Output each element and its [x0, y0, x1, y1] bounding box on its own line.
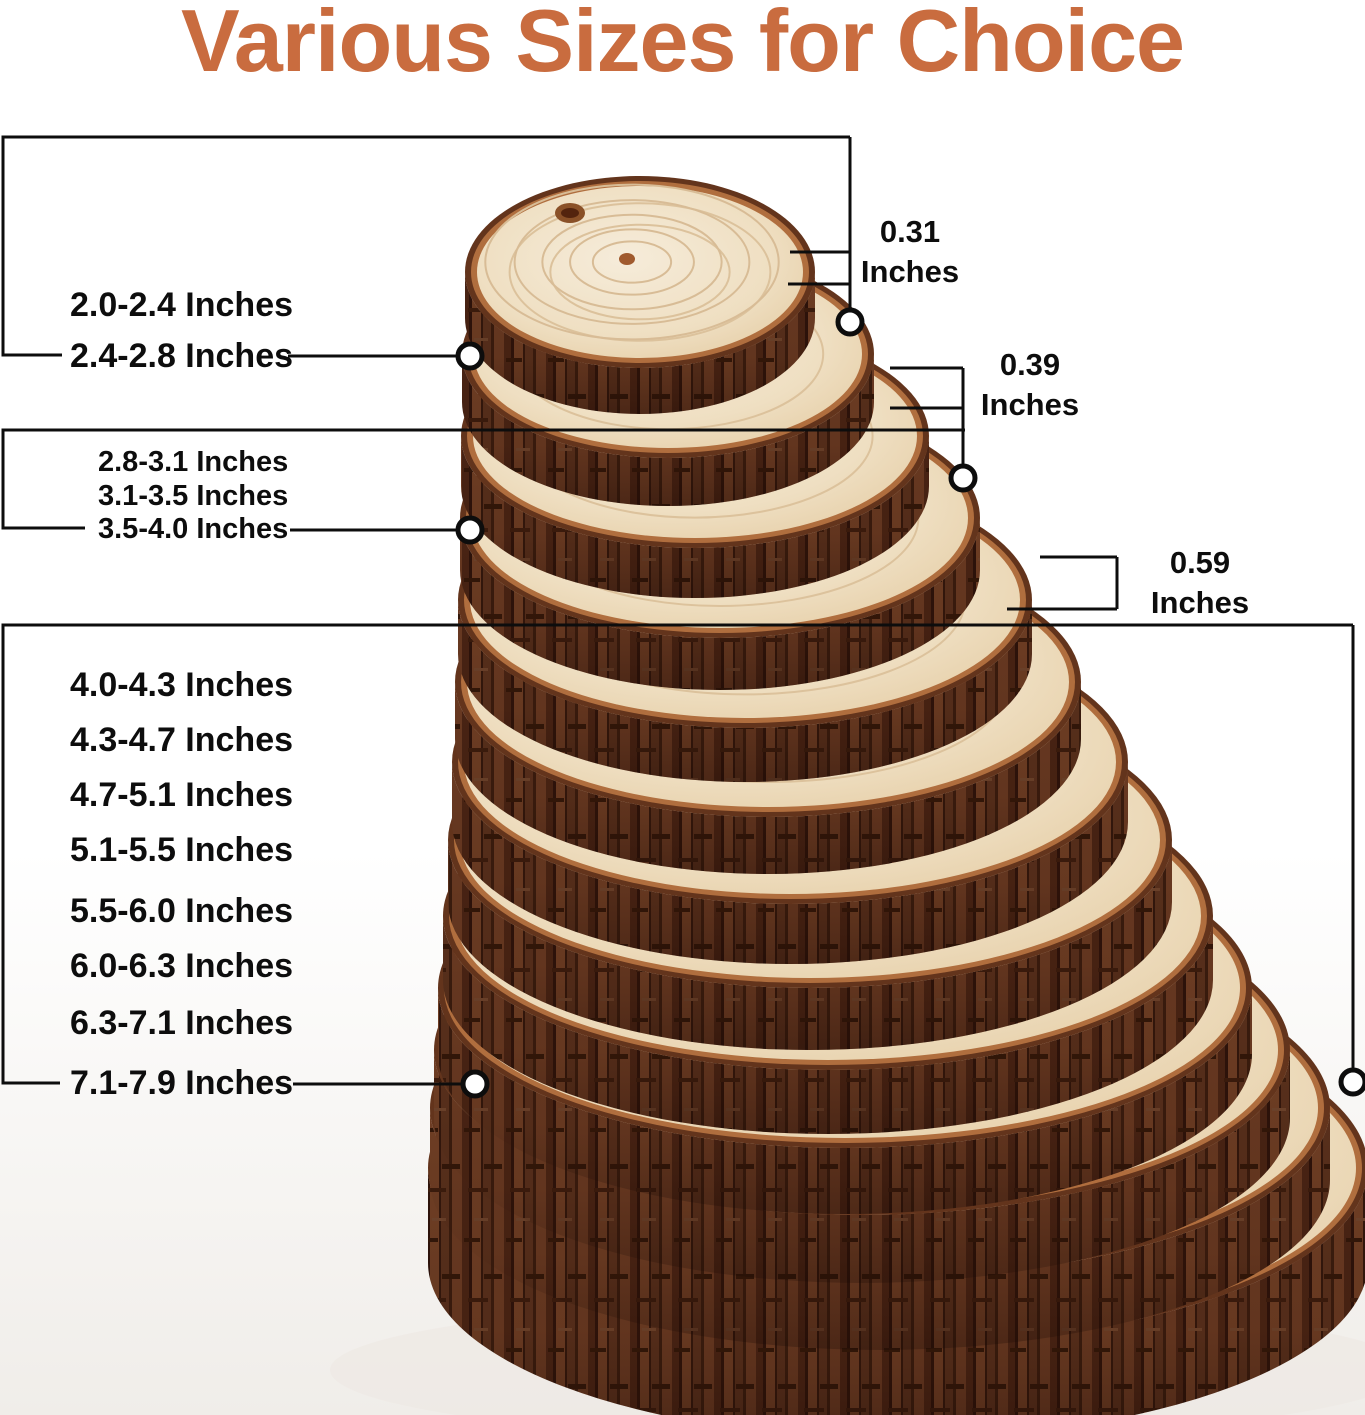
size-label-2-8-3-1: 2.8-3.1 Inches — [98, 446, 289, 478]
thickness-unit: Inches — [1150, 585, 1250, 620]
thickness-ticks-0-39 — [890, 366, 963, 410]
size-label-4-0-4-3: 4.0-4.3 Inches — [70, 666, 294, 704]
bracket-group-3 — [1, 623, 1353, 1085]
callout-dot — [455, 515, 485, 545]
size-label-6-3-7-1: 6.3-7.1 Inches — [70, 1004, 294, 1042]
size-label-5-5-6-0: 5.5-6.0 Inches — [70, 892, 294, 930]
size-label-2-0-2-4: 2.0-2.4 Inches — [70, 286, 294, 324]
thickness-ticks-0-31 — [788, 250, 850, 286]
callout-dot — [835, 307, 865, 337]
size-label-2-4-2-8: 2.4-2.8 Inches — [70, 337, 294, 375]
thickness-label-0-39: 0.39 Inches — [940, 345, 1120, 425]
thickness-label-0-31: 0.31 Inches — [820, 212, 1000, 292]
wood-slice-1 — [465, 176, 815, 414]
size-label-6-0-6-3: 6.0-6.3 Inches — [70, 947, 294, 985]
thickness-value: 0.39 — [999, 347, 1061, 382]
bracket-group-1 — [1, 135, 850, 357]
size-label-3-5-4-0: 3.5-4.0 Inches — [98, 513, 289, 545]
size-label-4-3-4-7: 4.3-4.7 Inches — [70, 721, 294, 759]
size-label-3-1-3-5: 3.1-3.5 Inches — [98, 480, 289, 512]
size-label-4-7-5-1: 4.7-5.1 Inches — [70, 776, 294, 814]
callout-dot — [948, 463, 978, 493]
thickness-unit: Inches — [860, 254, 960, 289]
thickness-value: 0.59 — [1169, 545, 1231, 580]
thickness-ticks-0-59 — [1007, 555, 1119, 611]
page-title: Various Sizes for Choice — [181, 0, 1185, 90]
callout-dots — [455, 307, 1365, 1099]
thickness-label-0-59: 0.59 Inches — [1110, 543, 1290, 623]
pith-dot — [619, 253, 635, 265]
thickness-value: 0.31 — [879, 214, 941, 249]
callout-dot — [1338, 1067, 1365, 1097]
callout-dot — [460, 1069, 490, 1099]
callout-lines — [1, 135, 1355, 1086]
bracket-group-2 — [1, 428, 965, 530]
size-label-5-1-5-5: 5.1-5.5 Inches — [70, 831, 294, 869]
wood-slices-group — [428, 176, 1365, 1415]
size-label-7-1-7-9: 7.1-7.9 Inches — [70, 1064, 294, 1102]
callout-dot — [455, 341, 485, 371]
thickness-unit: Inches — [980, 387, 1080, 422]
